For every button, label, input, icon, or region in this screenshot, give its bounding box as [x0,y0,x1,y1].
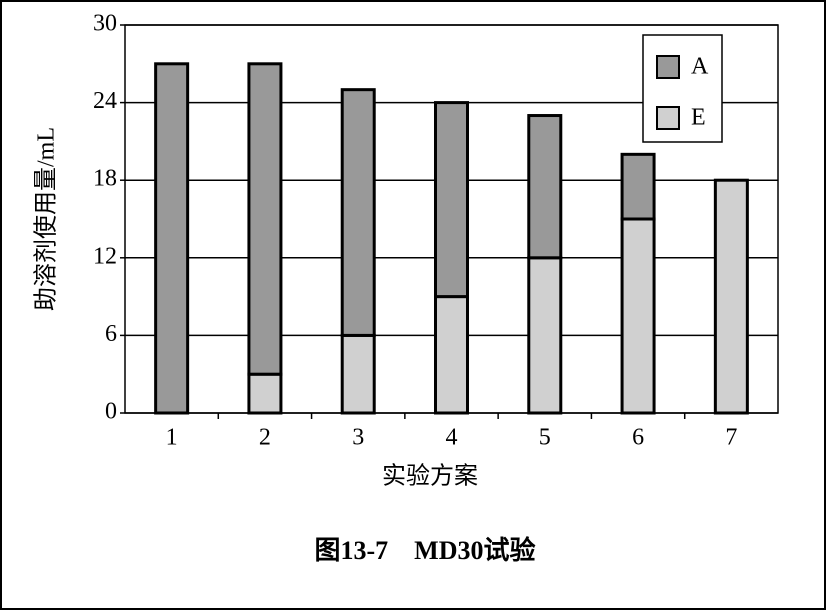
bar-segment [434,295,469,415]
bar-segment [620,152,656,221]
y-tick-label: 24 [93,88,117,114]
legend-box [642,34,723,143]
bar-segment [713,178,749,415]
bar-segment [527,114,563,260]
legend-label: A [691,54,709,80]
legend-swatch [656,55,680,79]
x-tick-label: 4 [446,425,458,451]
y-tick-label: 12 [93,243,117,269]
bar-segment [434,101,469,299]
x-tick-label: 2 [259,425,271,451]
bar-segment [340,88,376,337]
bar-segment [247,372,283,415]
x-tick-label: 5 [539,425,551,451]
y-tick-label: 0 [105,399,117,425]
bar-segment [620,217,656,415]
bar-segment [247,62,283,376]
x-tick-label: 1 [166,425,178,451]
y-tick-label: 18 [93,166,117,192]
x-tick-label: 7 [725,425,737,451]
x-tick-label: 6 [632,425,644,451]
y-axis-label: 助溶剂使用量/mL [33,127,60,311]
y-tick-label: 30 [93,11,117,37]
bar-segment [340,333,376,415]
chart-title: 图13-7 MD30试验 [315,535,536,565]
legend-swatch [656,106,680,130]
bar-segment [527,256,563,415]
x-tick-label: 3 [352,425,364,451]
x-axis-label: 实验方案 [382,463,478,490]
y-tick-label: 6 [105,321,117,347]
legend-label: E [691,105,706,131]
bar-segment [154,62,190,415]
